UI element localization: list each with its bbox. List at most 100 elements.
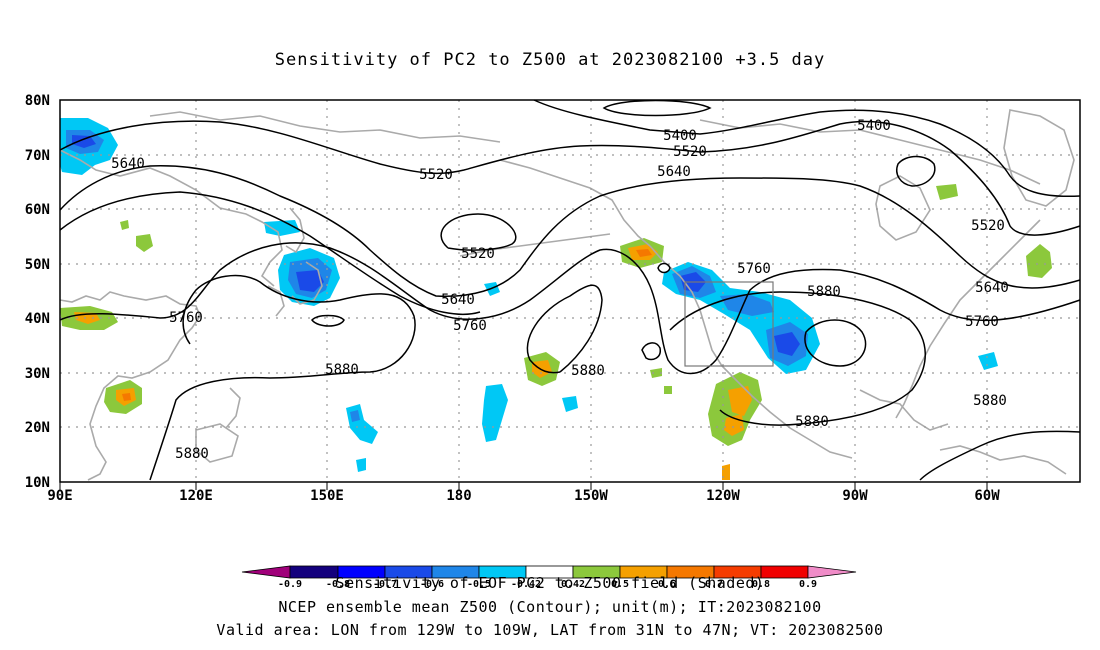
colorbar-tick-label: 0.5 [611, 579, 629, 590]
contour-label: 5760 [965, 314, 999, 330]
colorbar-cell [807, 565, 857, 579]
coastline-hudson [875, 175, 931, 241]
contour-label: 5640 [111, 156, 145, 172]
valid-area-box [684, 281, 774, 367]
lon-label: 150E [310, 488, 344, 504]
colorbar-tick-label: -0.6 [420, 579, 444, 590]
contour-label: 5640 [975, 280, 1009, 296]
lon-label: 90E [47, 488, 72, 504]
contour-label: 5400 [663, 128, 697, 144]
shade-blob [936, 184, 958, 200]
contour-label: 5640 [441, 292, 475, 308]
lat-label: 50N [25, 257, 50, 273]
lat-label: 30N [25, 366, 50, 382]
contour-line-5880-c [669, 291, 926, 426]
contour-label: 5880 [795, 414, 829, 430]
shade-blob [728, 386, 752, 416]
map-frame [59, 99, 1081, 483]
lat-label: 10N [25, 475, 50, 491]
caption-valid-area: Valid area: LON from 129W to 109W, LAT f… [216, 621, 884, 639]
contour-label: 5880 [175, 446, 209, 462]
contour-line-5760-loop [311, 314, 345, 327]
shade-blob [720, 294, 774, 316]
contour-line-5880-d [919, 430, 1081, 481]
shade-blob [636, 249, 652, 257]
contour-line-5520-b [896, 155, 936, 187]
shade-blob [978, 352, 998, 370]
colorbar-tick-label: -0.9 [278, 579, 302, 590]
coastline-borneo [195, 423, 239, 463]
coastline-asia [59, 291, 201, 481]
shade-blob [136, 234, 153, 252]
contour-line-5640 [59, 165, 1081, 298]
contour-line-5400 [533, 99, 1081, 198]
contour-line-5760 [59, 242, 1081, 375]
coastline-philippines [225, 387, 241, 429]
shade-blob [482, 384, 508, 442]
contour-label: 5880 [325, 362, 359, 378]
contour-line-5880-loop [804, 319, 867, 367]
colorbar-tick-label: 0.7 [705, 579, 723, 590]
colorbar: -0.9 -0.8 -0.7 -0.6 -0.5 -0.42 0.42 0.5 … [241, 565, 857, 590]
z500-contours [59, 99, 1081, 481]
shade-blob [774, 332, 800, 356]
contour-label: 5520 [673, 144, 707, 160]
coastline-gulf [859, 389, 949, 431]
shade-blob [296, 270, 324, 292]
shade-blob [722, 464, 730, 480]
contour-label: 5400 [857, 118, 891, 134]
contour-label: 5640 [657, 164, 691, 180]
contour-label: 5880 [973, 393, 1007, 409]
coastline-asia-north [59, 149, 283, 287]
coastlines [59, 109, 1075, 481]
shade-blob [350, 410, 360, 422]
contour-label: 5880 [807, 284, 841, 300]
contour-line-5880-e [641, 342, 661, 361]
coastline-japan [291, 261, 323, 305]
lon-label: 150W [574, 488, 608, 504]
caption-contour: NCEP ensemble mean Z500 (Contour); unit(… [278, 598, 822, 616]
lon-label: 120E [179, 488, 213, 504]
shade-blob [532, 360, 552, 378]
lat-label: 40N [25, 311, 50, 327]
coastline-caribbean [939, 445, 1067, 475]
lat-label: 20N [25, 420, 50, 436]
shade-blob [562, 396, 578, 412]
lon-label: 120W [706, 488, 740, 504]
coastline-greenland [1003, 109, 1075, 207]
contour-line-5640-b [59, 191, 481, 315]
colorbar-tick-label: -0.7 [373, 579, 397, 590]
coastline-alaska [499, 159, 651, 247]
colorbar-tick-label: -0.8 [326, 579, 350, 590]
coastline-korea [267, 285, 285, 317]
shade-blob [650, 368, 662, 378]
contour-line-5520 [59, 120, 1081, 236]
map-title: Sensitivity of PC2 to Z500 at 2023082100… [274, 50, 826, 70]
colorbar-tick-label: 0.9 [799, 579, 817, 590]
lon-label: 180 [446, 488, 471, 504]
lat-label: 70N [25, 148, 50, 164]
colorbar-tick-label: 0.42 [561, 579, 585, 590]
caption-shading: Sensitivity of EOF PC2 to Z500 field (Sh… [335, 574, 765, 592]
coastline-na-north [699, 119, 1041, 185]
coastline-kamchatka [285, 207, 305, 254]
axis-ticks [59, 482, 988, 490]
shade-blob [120, 220, 129, 230]
contour-label: 5760 [453, 318, 487, 334]
lat-label: 60N [25, 202, 50, 218]
contour-label: 5520 [461, 246, 495, 262]
colorbar-tick-label: 0.6 [658, 579, 676, 590]
colorbar-tick-label: 0.8 [752, 579, 770, 590]
contour-label: 5880 [571, 363, 605, 379]
graticule [60, 100, 1080, 482]
lat-label: 80N [25, 93, 50, 109]
contour-line-5520-loop [440, 213, 517, 251]
shade-blob [122, 393, 131, 401]
colorbar-tick-label: -0.5 [467, 579, 491, 590]
contour-label: 5760 [737, 261, 771, 277]
contour-label: 5520 [971, 218, 1005, 234]
contour-line-5880 [149, 274, 416, 481]
shade-blob [264, 220, 300, 236]
contour-label: 5760 [169, 310, 203, 326]
